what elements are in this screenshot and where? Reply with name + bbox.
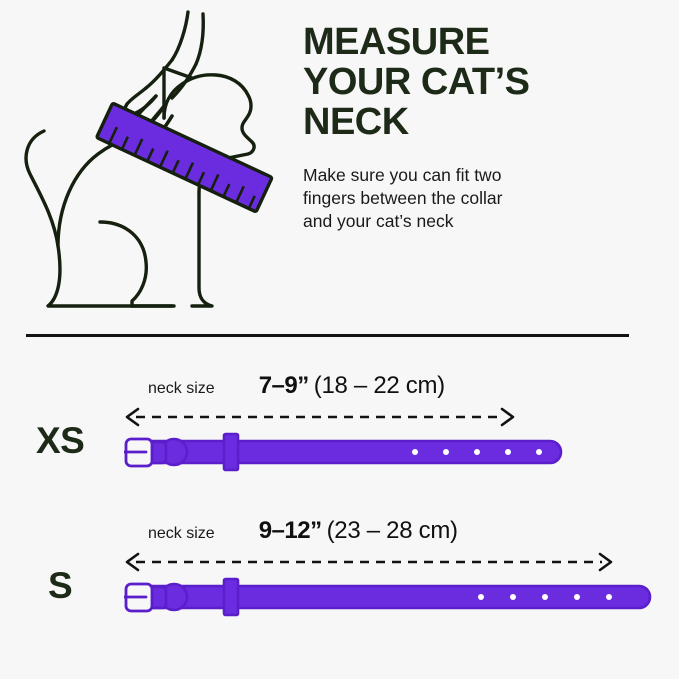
hand-back: [144, 58, 174, 90]
neck-size-caption-s: neck size: [148, 525, 215, 542]
neck-size-line-xs: neck size 7–9” (18 – 22 cm): [148, 372, 445, 400]
dimension-arrow-xs: [124, 406, 516, 428]
collar-keeper-s: [222, 577, 240, 617]
page-title: MEASURE YOUR CAT’S NECK: [303, 22, 663, 142]
collar-illustration-xs: [122, 426, 570, 478]
hand-wrist-right: [194, 12, 205, 66]
collar-illustration-s: [122, 571, 659, 623]
neck-size-caption-xs: neck size: [148, 380, 215, 397]
tape-ticks: [108, 126, 256, 210]
size-row-s: S neck size 9–12” (23 – 28 cm): [0, 517, 679, 642]
page-title-line-2: YOUR CAT’S: [303, 61, 530, 103]
measuring-tape: [95, 102, 274, 213]
collar-holes-xs: [412, 449, 542, 455]
heading-block: MEASURE YOUR CAT’S NECK Make sure you ca…: [303, 22, 663, 233]
hand-wrist-left: [170, 10, 190, 62]
cat-front-leg: [190, 190, 214, 308]
cat-hind-leg: [98, 220, 148, 308]
hand-side: [170, 62, 198, 100]
collar-keeper-xs: [222, 432, 240, 472]
cat-measuring-illustration: [14, 6, 300, 318]
arrowhead-right-xs: [500, 407, 515, 427]
size-label-xs: XS: [36, 420, 85, 461]
section-divider: [26, 334, 629, 337]
arrowhead-left-s: [125, 552, 140, 572]
arrowhead-right-s: [598, 552, 613, 572]
collar-strap-s: [144, 584, 652, 610]
page-title-line-3: NECK: [303, 101, 409, 143]
neck-range-inches-xs: 7–9”: [258, 372, 310, 399]
cat-tail: [24, 129, 176, 308]
arrowhead-left-xs: [125, 407, 140, 427]
page-subtitle-line-3: and your cat’s neck: [303, 211, 454, 231]
page-subtitle: Make sure you can fit two fingers betwee…: [303, 164, 663, 233]
neck-range-cm-s: (23 – 28 cm): [326, 517, 458, 544]
neck-size-line-s: neck size 9–12” (23 – 28 cm): [148, 517, 458, 545]
page-subtitle-line-1: Make sure you can fit two: [303, 165, 502, 185]
dimension-arrow-s: [124, 551, 614, 573]
page-title-line-1: MEASURE: [303, 21, 490, 63]
page-subtitle-line-2: fingers between the collar: [303, 188, 503, 208]
collar-strap-xs: [144, 439, 563, 465]
neck-range-cm-xs: (18 – 22 cm): [313, 372, 445, 399]
size-label-s: S: [48, 565, 73, 606]
neck-range-inches-s: 9–12”: [258, 517, 322, 544]
collar-holes-s: [478, 594, 612, 600]
size-row-xs: XS neck size 7–9” (18 – 22 cm): [0, 372, 679, 497]
